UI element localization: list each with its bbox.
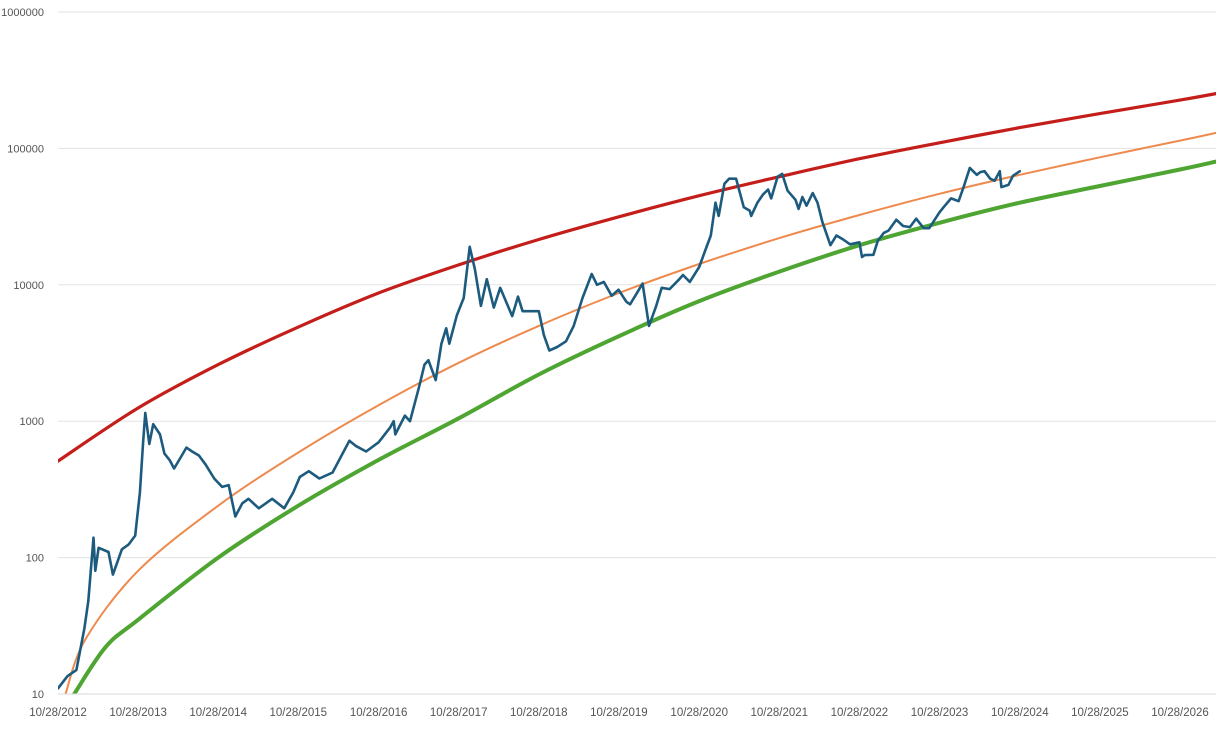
x-tick-label: 10/28/2016 <box>350 707 408 719</box>
y-axis: 10 100 1000 10000 100000 1000000 <box>1 7 44 701</box>
x-tick-label: 10/28/2014 <box>189 707 247 719</box>
x-tick-label: 10/28/2018 <box>510 707 568 719</box>
y-tick-label: 100 <box>26 553 44 565</box>
y-tick-label: 1000 <box>20 416 44 428</box>
x-tick-label: 10/28/2017 <box>430 707 488 719</box>
price-line <box>58 168 1020 689</box>
x-axis: 10/28/2012 10/28/2013 10/28/2014 10/28/2015… <box>29 694 1216 719</box>
middle-band-line <box>66 133 1216 694</box>
x-tick-label: 10/28/2025 <box>1071 707 1129 719</box>
x-tick-label: 10/28/2021 <box>751 707 809 719</box>
y-tick-label: 1000000 <box>1 7 44 19</box>
x-tick-label: 10/28/2024 <box>991 707 1049 719</box>
x-tick-label: 10/28/2026 <box>1151 707 1209 719</box>
x-tick-label: 10/28/2013 <box>109 707 167 719</box>
x-tick-label: 10/28/2015 <box>270 707 328 719</box>
y-tick-label: 10000 <box>13 280 44 292</box>
y-tick-label: 10 <box>32 689 44 701</box>
x-tick-label: 10/28/2022 <box>831 707 889 719</box>
y-tick-label: 100000 <box>7 143 44 155</box>
x-tick-label: 10/28/2012 <box>29 707 87 719</box>
x-tick-label: 10/28/2023 <box>911 707 969 719</box>
lower-band-line <box>74 162 1216 694</box>
grid-layer <box>58 12 1216 694</box>
series-layer <box>58 94 1216 694</box>
x-tick-label: 10/28/2020 <box>670 707 728 719</box>
x-tick-label: 10/28/2019 <box>590 707 648 719</box>
